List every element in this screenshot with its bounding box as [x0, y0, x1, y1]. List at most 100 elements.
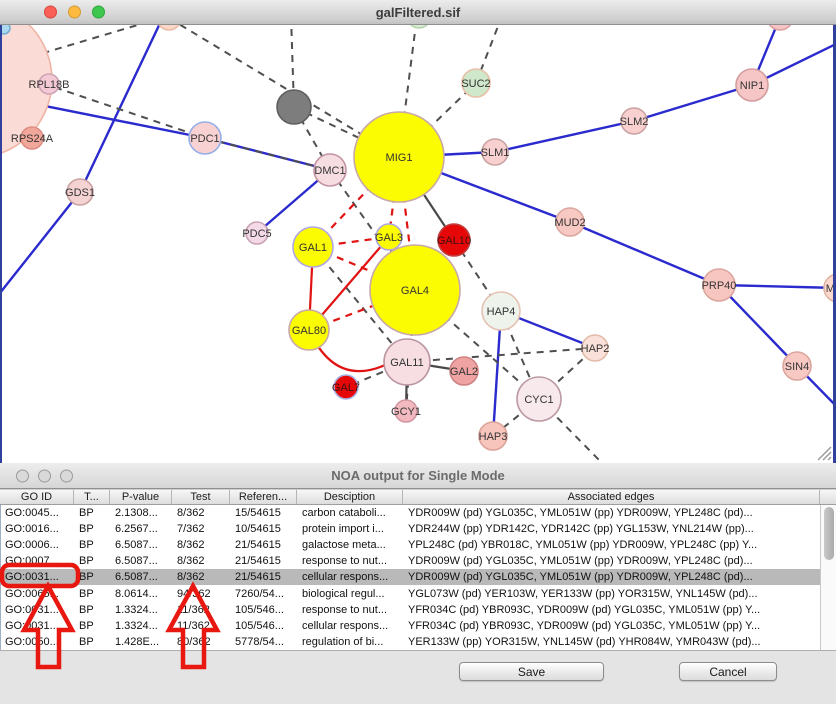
minimize-button[interactable]	[68, 5, 81, 19]
node-label: GAL7	[332, 382, 360, 394]
cell-test: 8/362	[177, 571, 205, 584]
table-row[interactable]: GO:0031... BP 1.3324... 11/362 105/546... res…	[1, 602, 836, 618]
cell-type: BP	[79, 619, 94, 632]
network-node-PDC1[interactable]	[188, 121, 222, 155]
cell-description: regulation of bi...	[302, 635, 384, 648]
zoom-button[interactable]	[92, 5, 105, 19]
network-node-CYC1[interactable]	[516, 376, 562, 422]
network-node-gray-node[interactable]	[276, 89, 312, 125]
network-node-GAL1[interactable]	[292, 226, 334, 268]
network-edge[interactable]	[718, 284, 798, 367]
noa-window-titlebar[interactable]: NOA output for Single Mode	[0, 463, 836, 489]
network-node-MIG1[interactable]	[353, 111, 445, 203]
network-node-HAP4[interactable]	[481, 291, 521, 331]
table-row[interactable]: GO:0045... BP 2.1308... 8/362 15/54615 carbon…	[1, 505, 836, 521]
network-edge[interactable]	[2, 191, 81, 293]
network-node-HAP3[interactable]	[478, 421, 508, 451]
network-node-MSN[interactable]	[823, 274, 833, 302]
close-button-inactive[interactable]	[16, 469, 29, 482]
network-edge[interactable]	[494, 119, 635, 154]
network-node-PRP40[interactable]	[702, 268, 736, 302]
column-header-p-value[interactable]: P-value	[110, 490, 172, 504]
network-node-GAL2[interactable]	[449, 356, 479, 386]
network-edge[interactable]	[492, 398, 540, 437]
close-button[interactable]	[44, 5, 57, 19]
network-node-GAL80[interactable]	[288, 309, 330, 351]
network-node-GAL11[interactable]	[383, 338, 431, 386]
cell-edges: YFR034C (pd) YBR093C, YDR009W (pd) YGL03…	[408, 619, 761, 632]
column-header-associated-edges[interactable]: Associated edges	[403, 490, 820, 504]
table-body[interactable]: GO:0045... BP 2.1308... 8/362 15/54615 carbon…	[0, 505, 836, 650]
table-row[interactable]: GO:0031... BP 1.3324... 11/362 105/546... cel…	[1, 618, 836, 634]
column-header-t-[interactable]: T...	[74, 490, 110, 504]
cell-edges: YER133W (pp) YOR315W, YNL145W (pd) YHR08…	[408, 635, 761, 648]
table-row[interactable]: GO:0007... BP 6.5087... 8/362 21/54615 respon…	[1, 553, 836, 569]
column-header-desciption[interactable]: Desciption	[297, 490, 403, 504]
network-node-SIN4[interactable]	[782, 351, 812, 381]
network-node-NIP1[interactable]	[735, 68, 769, 102]
network-node-top-peach-clipped[interactable]	[157, 25, 181, 31]
table-header[interactable]: GO ID T... P-value Test Referen... Desciption…	[0, 489, 836, 505]
network-edge[interactable]	[398, 25, 417, 158]
node-label: GDS1	[65, 187, 95, 199]
table-row[interactable]: GO:0006... BP 6.5087... 8/362 21/54615 galact…	[1, 537, 836, 553]
cell-type: BP	[79, 571, 94, 584]
network-window-titlebar[interactable]: galFiltered.sif	[0, 0, 836, 25]
network-edge[interactable]	[491, 310, 503, 437]
network-node-MUD2[interactable]	[555, 207, 585, 237]
network-edge[interactable]	[633, 83, 753, 123]
network-node-GAL3[interactable]	[375, 223, 403, 251]
cell-edges: YDR244W (pp) YDR142C, YDR142C (pp) YGL15…	[408, 523, 754, 536]
network-node-RPL18B[interactable]	[38, 73, 60, 95]
network-node-GAL7[interactable]	[333, 374, 359, 400]
network-edge[interactable]	[569, 220, 720, 287]
table-row[interactable]: GO:0050... BP 1.428E... 80/362 5778/54... reg…	[1, 634, 836, 650]
network-edge[interactable]	[204, 137, 331, 171]
cancel-button[interactable]: Cancel	[679, 662, 777, 681]
minimize-button-inactive[interactable]	[38, 469, 51, 482]
network-node-GCY1[interactable]	[394, 399, 418, 423]
table-row[interactable]: GO:0031... BP 6.5087... 8/362 21/54615 cellul…	[1, 569, 836, 586]
cell-go_id: GO:0045...	[5, 507, 59, 520]
column-header-test[interactable]: Test	[172, 490, 230, 504]
cell-p_value: 8.0614...	[115, 587, 158, 600]
network-edge[interactable]	[397, 156, 417, 291]
cell-test: 7/362	[177, 523, 205, 536]
network-graph[interactable]: RPL18B RPS24A PDC1 GDS1 DMC1 MIG1 SUC2 SLM1 SLM2…	[2, 25, 833, 463]
cell-description: response to nut...	[302, 555, 387, 568]
network-view[interactable]: RPL18B RPS24A PDC1 GDS1 DMC1 MIG1 SUC2 SLM1 SLM2…	[0, 25, 836, 463]
network-node-SLM2[interactable]	[620, 107, 648, 135]
network-node-GAL10[interactable]	[437, 223, 471, 257]
cell-description: biological regul...	[302, 587, 385, 600]
network-node-top-right-pink-clipped[interactable]	[767, 25, 793, 31]
network-edge[interactable]	[290, 25, 295, 108]
save-button[interactable]: Save	[459, 662, 604, 681]
scrollbar-thumb[interactable]	[823, 507, 834, 560]
network-node-DMC1[interactable]	[313, 153, 347, 187]
column-header-referen-[interactable]: Referen...	[230, 490, 297, 504]
network-edge[interactable]	[718, 283, 833, 290]
network-edge[interactable]	[29, 25, 168, 58]
table-row[interactable]: GO:0016... BP 6.2567... 7/362 10/54615 protei…	[1, 521, 836, 537]
resize-grip-icon[interactable]	[814, 443, 832, 461]
network-node-GAL4[interactable]	[369, 244, 461, 336]
network-edge[interactable]	[78, 25, 162, 193]
network-node-top-green-clipped[interactable]	[407, 25, 431, 29]
cell-description: galactose meta...	[302, 539, 386, 552]
column-header-go-id[interactable]: GO ID	[0, 490, 74, 504]
network-edge[interactable]	[312, 246, 408, 363]
network-node-cyan-clipped[interactable]	[2, 25, 11, 35]
network-node-SUC2[interactable]	[461, 68, 491, 98]
cell-p_value: 1.3324...	[115, 619, 158, 632]
network-node-HAP2[interactable]	[581, 334, 609, 362]
network-node-GDS1[interactable]	[66, 178, 94, 206]
vertical-scrollbar[interactable]	[820, 505, 836, 650]
network-node-SLM1[interactable]	[481, 138, 509, 166]
network-edge[interactable]	[406, 347, 596, 363]
cell-reference: 105/546...	[235, 619, 284, 632]
network-node-RPS24A[interactable]	[20, 126, 44, 150]
network-node-PDC5[interactable]	[245, 221, 269, 245]
node-label: GAL1	[299, 242, 327, 254]
table-row[interactable]: GO:0065... BP 8.0614... 94/362 7260/54... bio…	[1, 585, 836, 601]
zoom-button-inactive[interactable]	[60, 469, 73, 482]
